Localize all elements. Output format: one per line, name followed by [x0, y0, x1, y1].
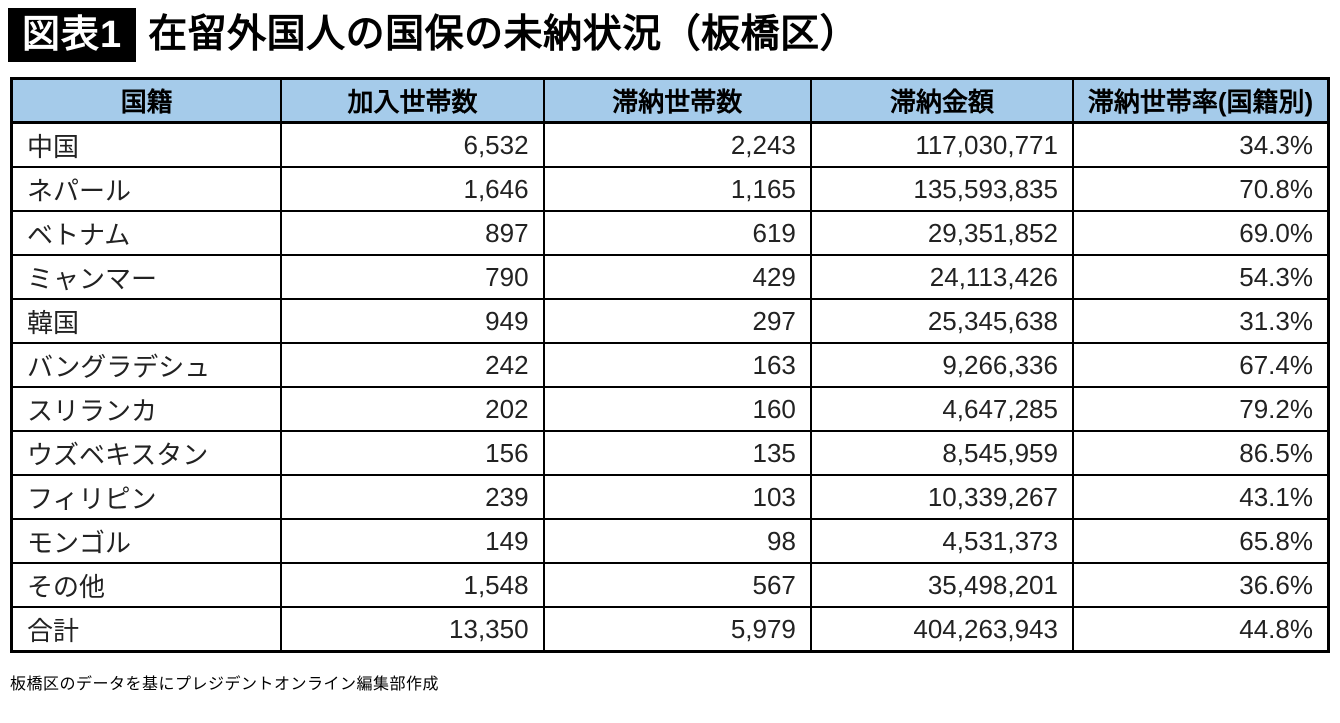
figure-title-bar: 図表1 在留外国人の国保の未納状況（板橋区） — [8, 8, 1340, 62]
cell-value: 790 — [280, 254, 545, 300]
figure-number-badge: 図表1 — [8, 8, 137, 62]
table-row: ベトナム 897 619 29,351,852 69.0% — [10, 210, 1330, 256]
cell-value: 29,351,852 — [809, 210, 1074, 256]
cell-value: 949 — [280, 298, 545, 344]
cell-nationality: フィリピン — [10, 474, 283, 520]
cell-value: 163 — [542, 342, 812, 388]
cell-value: 1,646 — [280, 166, 545, 212]
table-row: モンゴル 149 98 4,531,373 65.8% — [10, 518, 1330, 564]
cell-value: 897 — [280, 210, 545, 256]
cell-value: 1,548 — [280, 562, 545, 608]
table-row: バングラデシュ 242 163 9,266,336 67.4% — [10, 342, 1330, 388]
cell-nationality: ミャンマー — [10, 254, 283, 300]
column-header-4: 滞納世帯率(国籍別) — [1071, 77, 1330, 124]
cell-nationality: その他 — [10, 562, 283, 608]
table-row: 韓国 949 297 25,345,638 31.3% — [10, 298, 1330, 344]
cell-value: 404,263,943 — [809, 606, 1074, 653]
cell-nationality: スリランカ — [10, 386, 283, 432]
cell-value: 160 — [542, 386, 812, 432]
cell-value: 242 — [280, 342, 545, 388]
cell-nationality: ネパール — [10, 166, 283, 212]
table-header: 国籍 加入世帯数 滞納世帯数 滞納金額 滞納世帯率(国籍別) — [10, 77, 1330, 124]
table-row: その他 1,548 567 35,498,201 36.6% — [10, 562, 1330, 608]
table-row: 合計 13,350 5,979 404,263,943 44.8% — [10, 606, 1330, 653]
cell-value: 8,545,959 — [809, 430, 1074, 476]
column-header-2: 滞納世帯数 — [542, 77, 812, 124]
cell-value: 69.0% — [1071, 210, 1330, 256]
cell-value: 567 — [542, 562, 812, 608]
cell-value: 43.1% — [1071, 474, 1330, 520]
cell-value: 297 — [542, 298, 812, 344]
cell-value: 31.3% — [1071, 298, 1330, 344]
cell-value: 54.3% — [1071, 254, 1330, 300]
cell-nationality: 合計 — [10, 606, 283, 653]
cell-value: 98 — [542, 518, 812, 564]
cell-value: 135,593,835 — [809, 166, 1074, 212]
cell-value: 24,113,426 — [809, 254, 1074, 300]
cell-value: 1,165 — [542, 166, 812, 212]
cell-value: 34.3% — [1071, 121, 1330, 168]
table-row: ミャンマー 790 429 24,113,426 54.3% — [10, 254, 1330, 300]
cell-value: 239 — [280, 474, 545, 520]
cell-value: 429 — [542, 254, 812, 300]
cell-value: 67.4% — [1071, 342, 1330, 388]
column-header-3: 滞納金額 — [809, 77, 1074, 124]
column-header-1: 加入世帯数 — [280, 77, 545, 124]
cell-value: 135 — [542, 430, 812, 476]
cell-value: 202 — [280, 386, 545, 432]
table-row: フィリピン 239 103 10,339,267 43.1% — [10, 474, 1330, 520]
table-body: 中国 6,532 2,243 117,030,771 34.3% ネパール 1,646 1,1… — [10, 121, 1330, 653]
table-row: ネパール 1,646 1,165 135,593,835 70.8% — [10, 166, 1330, 212]
cell-nationality: ウズベキスタン — [10, 430, 283, 476]
cell-value: 35,498,201 — [809, 562, 1074, 608]
page-title: 在留外国人の国保の未納状況（板橋区） — [148, 13, 860, 56]
cell-value: 156 — [280, 430, 545, 476]
cell-nationality: モンゴル — [10, 518, 283, 564]
cell-value: 117,030,771 — [809, 121, 1074, 168]
cell-nationality: 韓国 — [10, 298, 283, 344]
cell-value: 70.8% — [1071, 166, 1330, 212]
table-row: 中国 6,532 2,243 117,030,771 34.3% — [10, 121, 1330, 168]
cell-value: 103 — [542, 474, 812, 520]
cell-value: 4,531,373 — [809, 518, 1074, 564]
cell-value: 10,339,267 — [809, 474, 1074, 520]
cell-value: 36.6% — [1071, 562, 1330, 608]
cell-value: 9,266,336 — [809, 342, 1074, 388]
table-header-row: 国籍 加入世帯数 滞納世帯数 滞納金額 滞納世帯率(国籍別) — [10, 77, 1330, 124]
cell-value: 5,979 — [542, 606, 812, 653]
cell-value: 6,532 — [280, 121, 545, 168]
insurance-arrears-table: 国籍 加入世帯数 滞納世帯数 滞納金額 滞納世帯率(国籍別) 中国 6,532 2,243 1… — [10, 77, 1330, 653]
column-header-0: 国籍 — [10, 77, 283, 124]
table-row: スリランカ 202 160 4,647,285 79.2% — [10, 386, 1330, 432]
cell-value: 44.8% — [1071, 606, 1330, 653]
cell-value: 79.2% — [1071, 386, 1330, 432]
cell-value: 86.5% — [1071, 430, 1330, 476]
cell-nationality: ベトナム — [10, 210, 283, 256]
cell-nationality: バングラデシュ — [10, 342, 283, 388]
cell-value: 4,647,285 — [809, 386, 1074, 432]
cell-nationality: 中国 — [10, 121, 283, 168]
cell-value: 13,350 — [280, 606, 545, 653]
cell-value: 149 — [280, 518, 545, 564]
cell-value: 619 — [542, 210, 812, 256]
table-row: ウズベキスタン 156 135 8,545,959 86.5% — [10, 430, 1330, 476]
cell-value: 2,243 — [542, 121, 812, 168]
cell-value: 65.8% — [1071, 518, 1330, 564]
cell-value: 25,345,638 — [809, 298, 1074, 344]
source-attribution: 板橋区のデータを基にプレジデントオンライン編集部作成 — [10, 676, 440, 693]
